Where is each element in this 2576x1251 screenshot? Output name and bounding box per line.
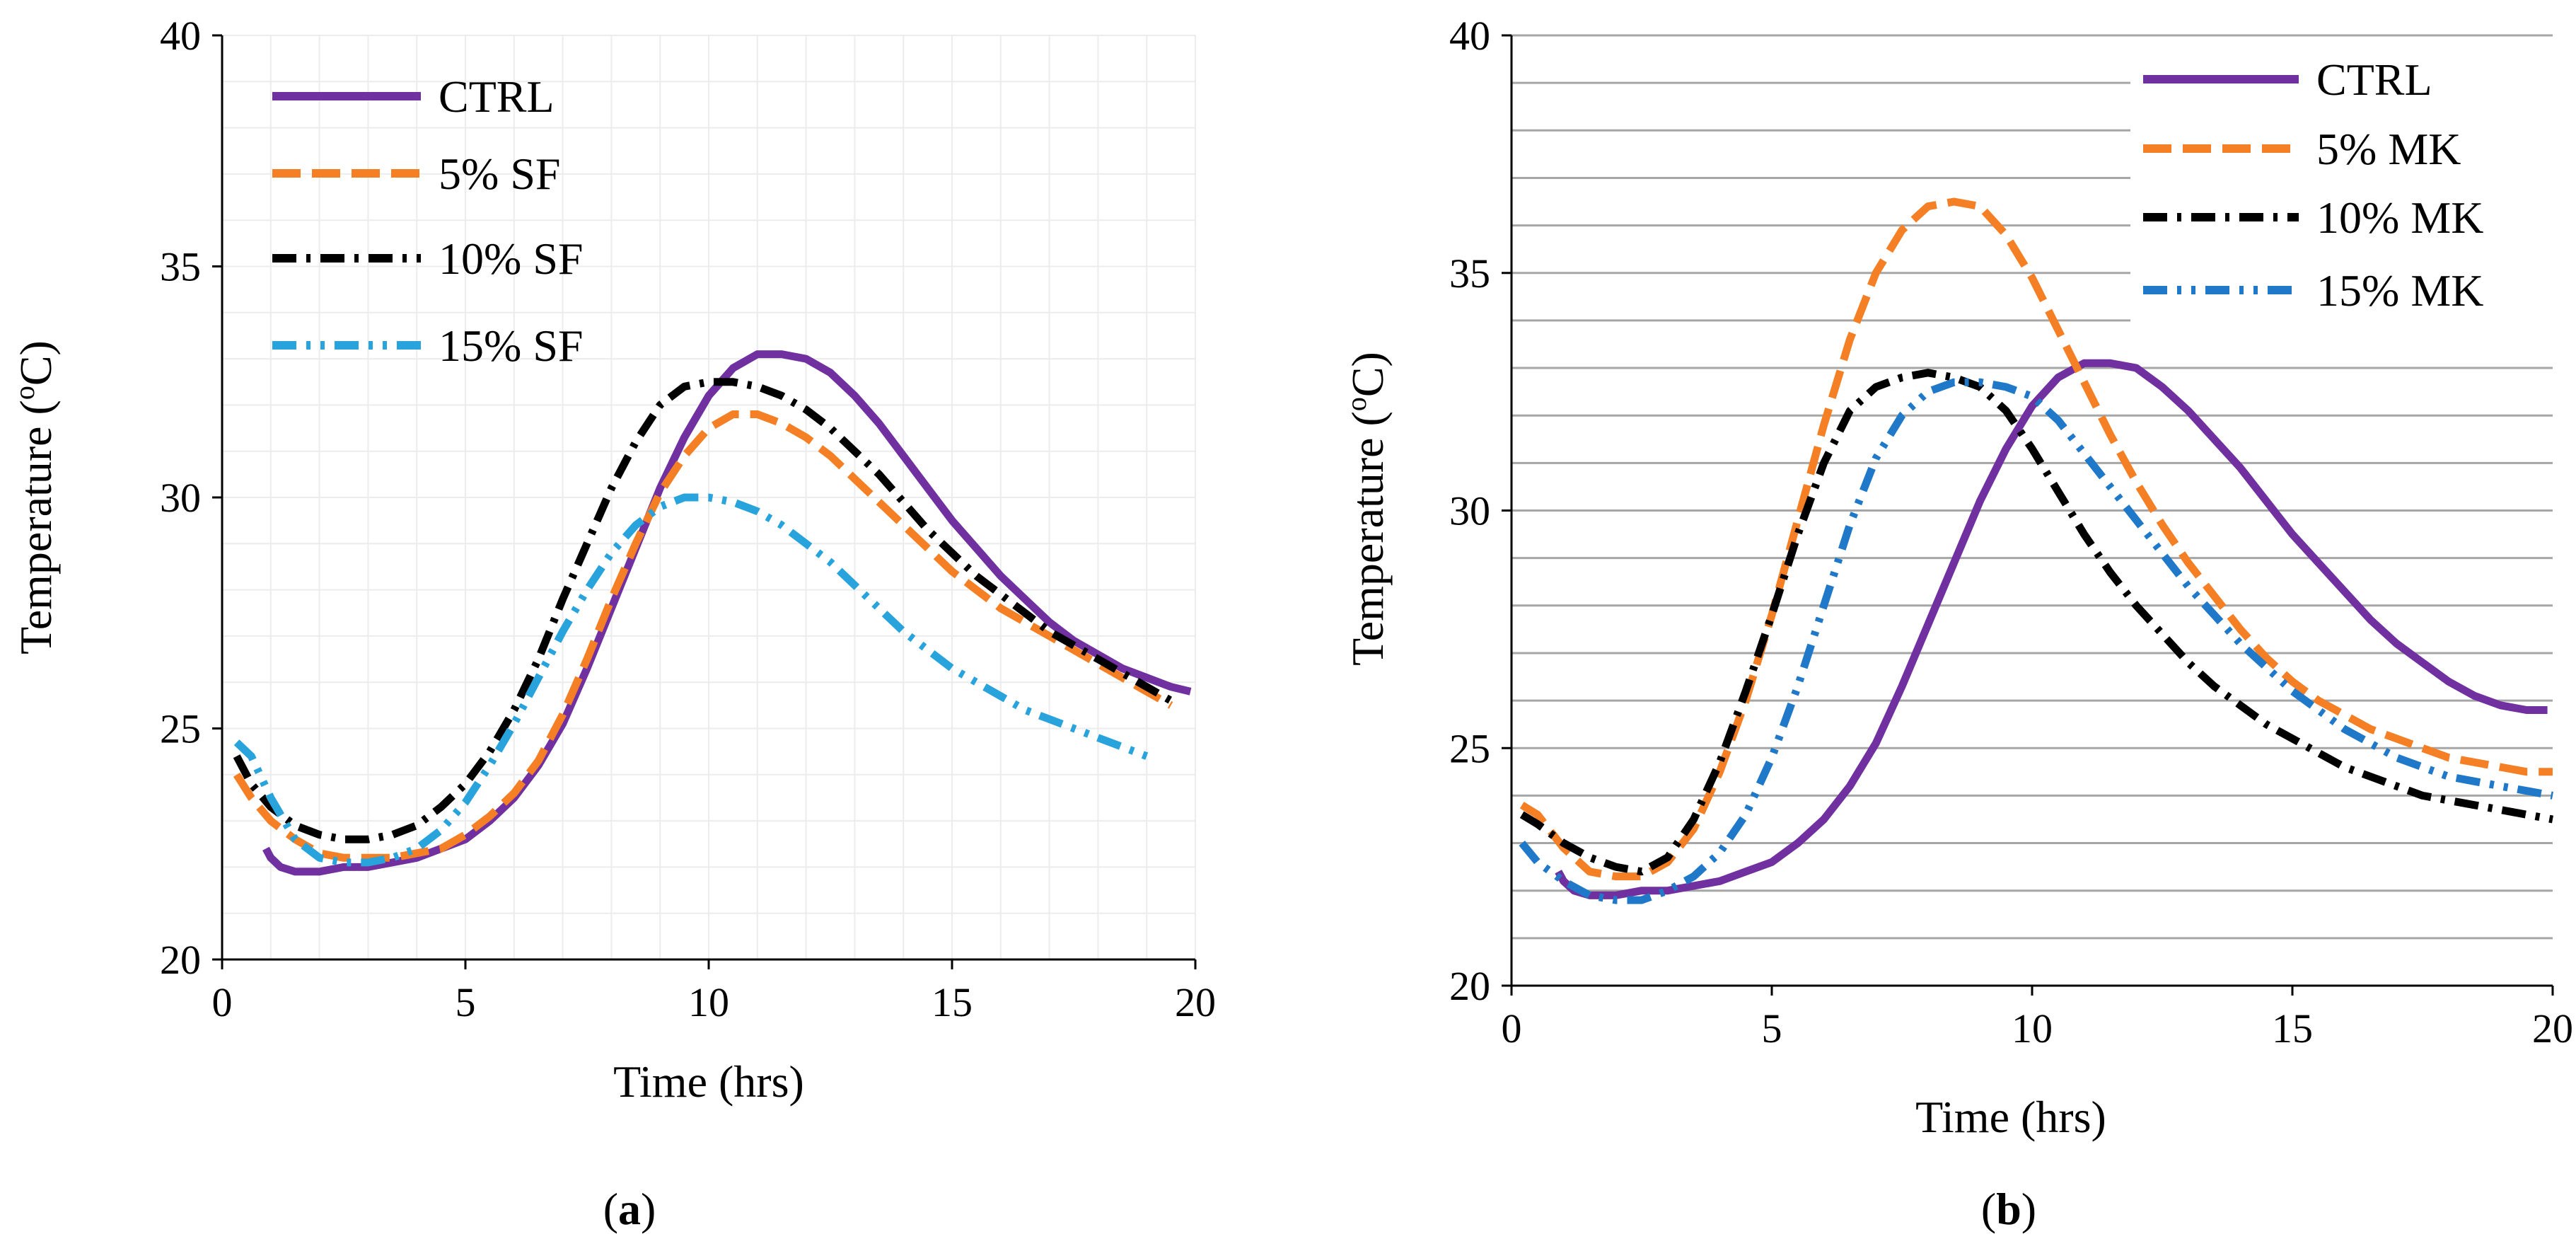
x-axis-title-a: Time (hrs) (613, 1056, 804, 1107)
legend-label: 5% SF (439, 149, 561, 199)
series-line-5-mk (1519, 197, 2553, 881)
legend-b: CTRL 5% MK 10% MK 15% MK (2130, 53, 2555, 329)
series-line-ctrl (1555, 359, 2548, 899)
legend-label: CTRL (2316, 54, 2432, 105)
y-tick-label: 30 (1449, 488, 1490, 534)
x-tick-label: 15 (932, 979, 973, 1025)
series-line-10-mk (1519, 369, 2553, 876)
y-tick-label: 35 (1449, 250, 1490, 296)
legend-label: 10% SF (439, 234, 584, 284)
x-tick-label: 20 (2532, 1005, 2573, 1051)
y-tick-label: 40 (160, 13, 201, 59)
y-tick-label: 25 (160, 706, 201, 752)
y-axis-title-b: Temperature (oC) (1340, 352, 1393, 666)
x-tick-label: 10 (2012, 1005, 2053, 1051)
x-tick-label: 5 (456, 979, 476, 1025)
x-tick-label: 0 (212, 979, 233, 1025)
y-tick-label: 20 (1449, 963, 1490, 1009)
y-axis-title-a: Temperature (oC) (8, 340, 61, 655)
series-line-15-sf (233, 493, 1149, 867)
y-tick-label: 30 (160, 475, 201, 521)
ticks-b: 0 5 10 15 20 20 25 30 35 40 (1449, 13, 2573, 1051)
panel-b: 0 5 10 15 20 20 25 30 35 40 Time (hrs) Temperatur… (1340, 13, 2573, 1234)
ticks-a: 0 5 10 15 20 20 25 30 35 40 (160, 13, 1216, 1025)
x-tick-label: 0 (1502, 1005, 1522, 1051)
legend-a: CTRL 5% SF 10% SF 15% SF (272, 71, 584, 371)
legend-label: 15% SF (439, 321, 584, 371)
series-b (1519, 197, 2553, 904)
y-tick-label: 40 (1449, 13, 1490, 59)
grid-a (221, 35, 1196, 960)
legend-background (2130, 53, 2555, 329)
legend-label: 15% MK (2316, 265, 2483, 316)
x-tick-label: 15 (2272, 1005, 2313, 1051)
x-tick-label: 20 (1175, 979, 1216, 1025)
y-tick-label: 20 (160, 937, 201, 983)
y-tick-label: 25 (1449, 725, 1490, 771)
legend-label: CTRL (439, 71, 555, 122)
panel-label-a: (a) (603, 1184, 656, 1234)
panel-a: 0 5 10 15 20 20 25 30 35 40 Time (hrs) Temperatur… (8, 13, 1216, 1234)
series-a (233, 350, 1192, 876)
y-tick-label: 35 (160, 244, 201, 290)
legend-label: 5% MK (2316, 124, 2461, 174)
x-axis-title-b: Time (hrs) (1915, 1092, 2106, 1142)
x-tick-label: 5 (1762, 1005, 1782, 1051)
panel-label-b: (b) (1981, 1184, 2036, 1234)
series-line-ctrl (262, 350, 1192, 876)
series-line-10-sf (233, 378, 1173, 843)
legend-label: 10% MK (2316, 192, 2483, 243)
x-tick-label: 10 (688, 979, 729, 1025)
